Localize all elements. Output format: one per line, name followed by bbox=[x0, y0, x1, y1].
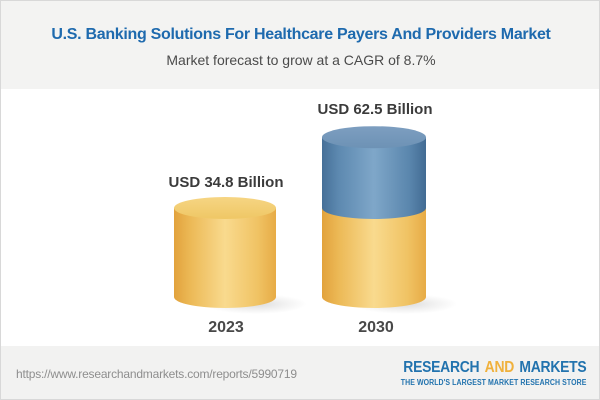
gold-segment-body bbox=[174, 208, 276, 297]
category-label-2023: 2023 bbox=[208, 319, 244, 336]
logo-markets: MARKETS bbox=[518, 358, 586, 376]
value-label-2023: USD 34.8 Billion bbox=[168, 174, 284, 191]
gold-segment-body bbox=[322, 208, 426, 297]
chart-header: U.S. Banking Solutions For Healthcare Pa… bbox=[1, 1, 599, 89]
logo-research: RESEARCH bbox=[402, 358, 479, 376]
cylinder-group bbox=[174, 126, 458, 314]
gold-segment-top-cap bbox=[174, 197, 276, 220]
category-label-2030: 2030 bbox=[358, 319, 394, 336]
value-label-2030: USD 62.5 Billion bbox=[317, 101, 433, 118]
chart-title: U.S. Banking Solutions For Healthcare Pa… bbox=[51, 26, 551, 43]
footer: https://www.researchandmarkets.com/repor… bbox=[1, 346, 599, 399]
chart-area: USD 34.8 Billion USD 62.5 Billion 2023 2… bbox=[1, 89, 599, 346]
brand-logo: RESEARCH AND MARKETS THE WORLD'S LARGEST… bbox=[400, 358, 586, 387]
logo-and: AND bbox=[484, 358, 514, 376]
logo-tagline: THE WORLD'S LARGEST MARKET RESEARCH STOR… bbox=[400, 377, 586, 387]
report-url: https://www.researchandmarkets.com/repor… bbox=[16, 366, 297, 381]
brand-wordmark: RESEARCH AND MARKETS bbox=[400, 358, 586, 377]
cylinder-bar-chart bbox=[174, 126, 458, 314]
blue-segment-top-cap bbox=[322, 126, 426, 149]
blue-segment-body bbox=[322, 137, 426, 209]
chart-subtitle: Market forecast to grow at a CAGR of 8.7… bbox=[166, 52, 436, 69]
